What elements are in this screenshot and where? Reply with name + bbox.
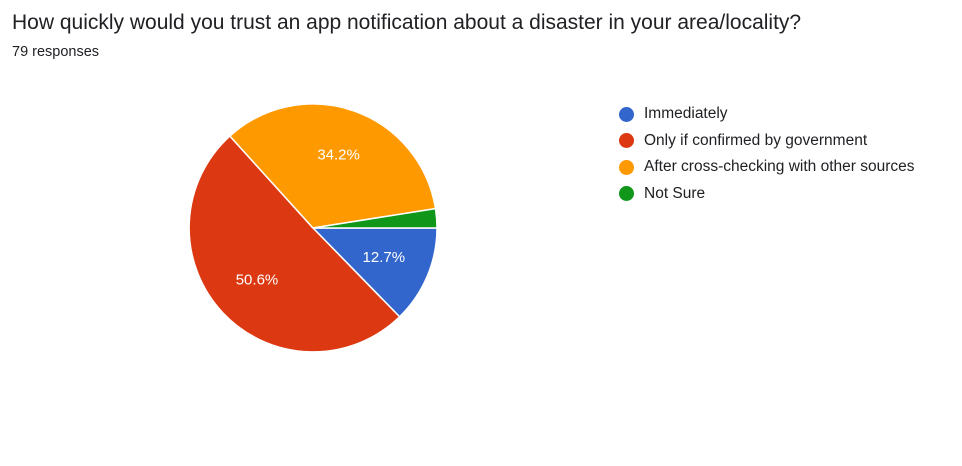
legend-swatch-icon [619,159,634,175]
response-count: 79 responses [12,44,100,60]
legend-label: Not Sure [644,184,706,202]
legend-swatch-icon [619,186,634,202]
slice-label-3: 34.2% [317,146,360,163]
pie-slices [188,103,438,353]
pie-slice-3[interactable] [228,103,437,229]
pie-slice-2[interactable] [188,134,401,353]
slice-label-2: 50.6% [236,272,279,289]
legend-item-3[interactable]: After cross-checking with other sources [619,154,915,181]
slice-label-1: 12.7% [363,249,406,266]
pie-labels: 12.7% 50.6% 34.2% [236,146,405,288]
legend-label: Immediately [644,105,728,123]
legend-item-2[interactable]: Only if confirmed by government [619,128,915,155]
legend-label: After cross-checking with other sources [644,158,915,176]
pie-slice-1[interactable] [311,227,438,318]
legend-swatch-icon [619,133,634,149]
chart-title: How quickly would you trust an app notif… [12,11,802,34]
legend-label: Only if confirmed by government [644,131,868,149]
chart-legend: Immediately Only if confirmed by governme… [619,101,915,207]
legend-item-4[interactable]: Not Sure [619,181,915,208]
pie-slice-4[interactable] [312,207,438,229]
legend-swatch-icon [619,106,634,122]
legend-item-1[interactable]: Immediately [619,101,915,128]
